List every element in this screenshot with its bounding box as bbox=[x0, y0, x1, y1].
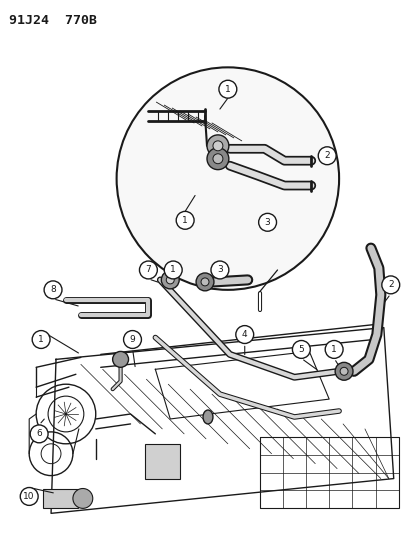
Text: 1: 1 bbox=[330, 345, 336, 354]
Circle shape bbox=[116, 67, 338, 290]
Circle shape bbox=[44, 281, 62, 299]
Circle shape bbox=[206, 135, 228, 157]
Circle shape bbox=[112, 351, 128, 367]
Circle shape bbox=[161, 271, 179, 289]
Circle shape bbox=[212, 154, 222, 164]
Circle shape bbox=[339, 367, 347, 375]
Circle shape bbox=[206, 148, 228, 169]
Text: 7: 7 bbox=[145, 265, 151, 274]
Circle shape bbox=[196, 273, 214, 291]
Text: 1: 1 bbox=[38, 335, 44, 344]
Text: 1: 1 bbox=[224, 85, 230, 94]
Circle shape bbox=[30, 425, 48, 443]
Circle shape bbox=[211, 261, 228, 279]
Circle shape bbox=[318, 147, 335, 165]
Text: 9: 9 bbox=[129, 335, 135, 344]
Circle shape bbox=[258, 213, 276, 231]
Text: 5: 5 bbox=[298, 345, 304, 354]
Circle shape bbox=[381, 276, 399, 294]
Circle shape bbox=[201, 278, 209, 286]
Bar bbox=[145, 444, 180, 479]
Circle shape bbox=[335, 362, 352, 380]
Text: 2: 2 bbox=[324, 151, 329, 160]
Text: 10: 10 bbox=[24, 492, 35, 501]
Text: 1: 1 bbox=[182, 216, 188, 225]
Circle shape bbox=[166, 276, 174, 284]
Circle shape bbox=[164, 261, 182, 279]
Ellipse shape bbox=[202, 410, 212, 424]
Circle shape bbox=[176, 212, 194, 229]
Circle shape bbox=[325, 341, 342, 358]
Text: 2: 2 bbox=[387, 280, 393, 289]
Circle shape bbox=[73, 489, 93, 508]
Text: 8: 8 bbox=[50, 285, 56, 294]
Text: 3: 3 bbox=[216, 265, 222, 274]
Circle shape bbox=[212, 141, 222, 151]
Circle shape bbox=[32, 330, 50, 349]
Circle shape bbox=[139, 261, 157, 279]
Text: 1: 1 bbox=[170, 265, 176, 274]
Circle shape bbox=[235, 326, 253, 343]
Text: 3: 3 bbox=[264, 218, 270, 227]
Circle shape bbox=[20, 488, 38, 505]
Circle shape bbox=[218, 80, 236, 98]
Text: 6: 6 bbox=[36, 430, 42, 438]
Bar bbox=[43, 489, 78, 508]
Bar bbox=[259, 437, 398, 508]
Text: 91J24  770B: 91J24 770B bbox=[9, 14, 97, 27]
Circle shape bbox=[123, 330, 141, 349]
Text: 4: 4 bbox=[241, 330, 247, 339]
Circle shape bbox=[292, 341, 310, 358]
